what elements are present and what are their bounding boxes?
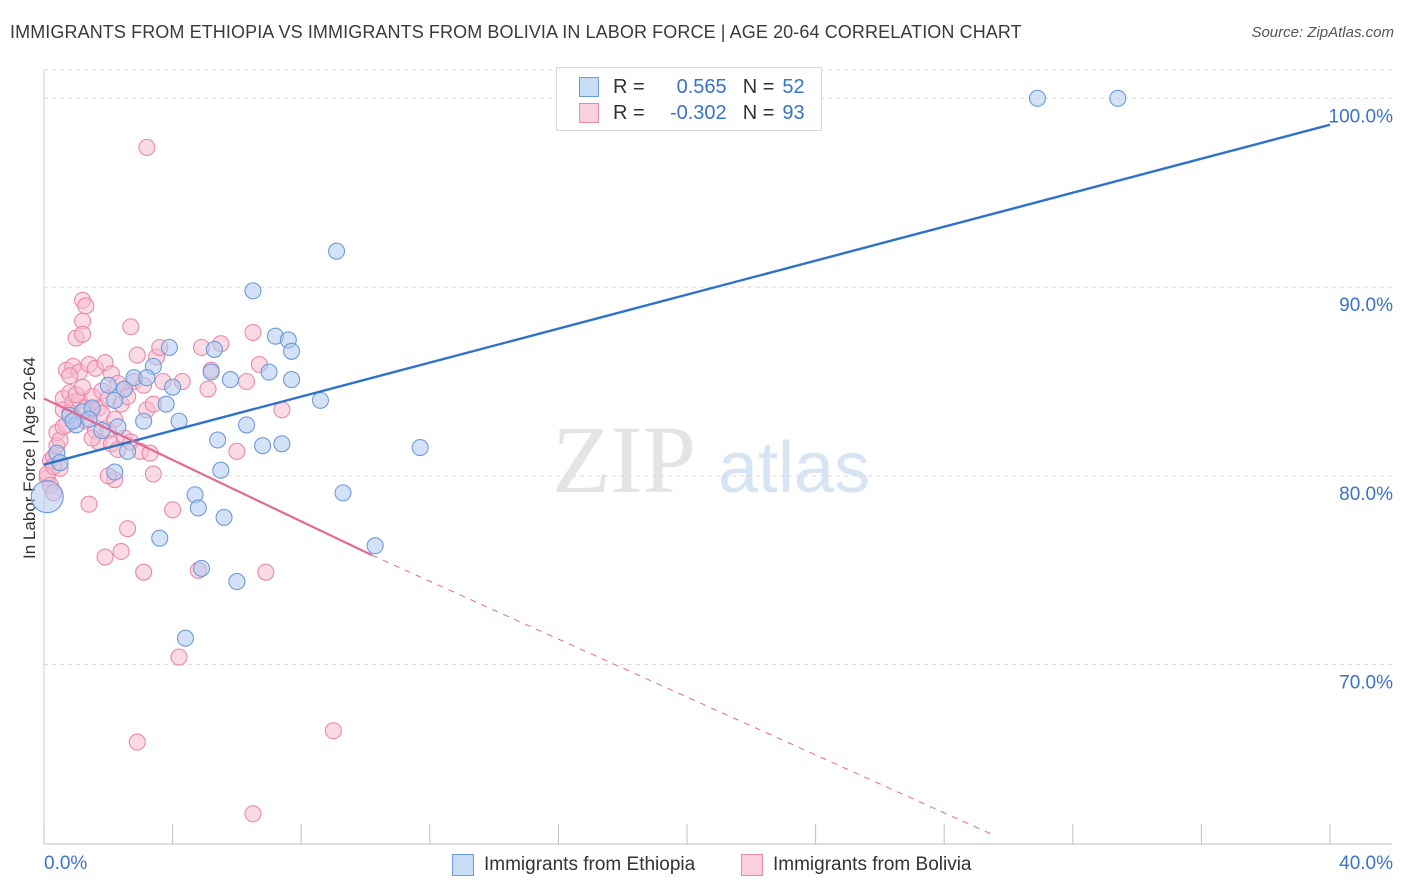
bolivia-point — [119, 520, 137, 538]
ethiopia-point — [192, 559, 211, 577]
bolivia-point — [244, 323, 262, 341]
bolivia-r-value: -0.302 — [669, 101, 727, 124]
bolivia-trend-extension — [371, 554, 993, 836]
ethiopia-point — [228, 573, 246, 591]
bolivia-point — [80, 495, 98, 513]
bolivia-point — [128, 346, 146, 364]
ethiopia-point — [212, 461, 230, 479]
ethiopia-point — [209, 431, 227, 449]
bolivia-point — [122, 318, 140, 336]
ethiopia-swatch — [579, 77, 599, 97]
ethiopia-point — [221, 371, 240, 389]
bolivia-point — [170, 648, 188, 666]
ethiopia-point — [215, 508, 233, 526]
ethiopia-point — [115, 380, 133, 398]
ethiopia-point — [260, 363, 278, 381]
ethiopia-trend-line — [43, 123, 1331, 466]
ethiopia-point — [106, 463, 124, 481]
y-tick-label: 100.0% — [1329, 106, 1394, 127]
watermark-atlas: atlas — [718, 428, 870, 508]
bolivia-legend-swatch — [741, 854, 763, 876]
bolivia-point — [77, 297, 95, 315]
x-tick-label: 40.0% — [1339, 853, 1393, 874]
ethiopia-n-value: 52 — [782, 75, 805, 98]
legend-row-ethiopia: R = 0.565 N = 52 — [579, 75, 805, 99]
ethiopia-point — [164, 378, 182, 396]
bottom-legend-bolivia: Immigrants from Bolivia — [741, 852, 972, 878]
bolivia-legend-label: Immigrants from Bolivia — [773, 854, 972, 875]
ethiopia-point — [244, 282, 262, 300]
bolivia-point — [144, 465, 162, 483]
ethiopia-point — [135, 412, 153, 430]
ethiopia-legend-label: Immigrants from Ethiopia — [484, 854, 696, 875]
watermark-zip: ZIP — [552, 406, 696, 513]
ethiopia-point — [176, 629, 195, 647]
legend-row-bolivia: R = -0.302 N = 93 — [579, 101, 805, 125]
bolivia-point — [135, 563, 153, 581]
bolivia-point — [257, 563, 275, 581]
ethiopia-point — [119, 442, 137, 460]
ethiopia-r-label: R = — [613, 75, 645, 98]
ethiopia-point — [311, 391, 330, 409]
ethiopia-point — [328, 242, 346, 260]
ethiopia-legend-swatch — [452, 854, 474, 876]
ethiopia-point — [189, 499, 207, 517]
ethiopia-point — [334, 484, 352, 502]
ethiopia-point — [157, 395, 175, 413]
bolivia-point — [74, 325, 92, 343]
bolivia-swatch — [579, 103, 599, 123]
ethiopia-point — [151, 529, 169, 547]
ethiopia-r-value: 0.565 — [676, 75, 727, 98]
bolivia-trend-line — [43, 397, 373, 557]
ethiopia-point — [254, 437, 272, 455]
bolivia-point — [324, 722, 342, 740]
ethiopia-point — [109, 418, 127, 436]
y-tick-label: 80.0% — [1339, 484, 1393, 505]
ethiopia-point — [1028, 89, 1046, 107]
ethiopia-point — [283, 342, 301, 360]
ethiopia-point — [273, 435, 291, 453]
ethiopia-point — [30, 480, 64, 514]
bolivia-n-label: N = — [742, 101, 775, 124]
bolivia-point — [244, 805, 262, 823]
ethiopia-point — [366, 537, 384, 555]
bolivia-point — [96, 548, 114, 566]
bolivia-point — [74, 378, 92, 396]
correlation-legend: R = 0.565 N = 52 R = -0.302 N = 93 — [556, 67, 822, 131]
bolivia-point — [199, 380, 217, 398]
ethiopia-point — [99, 376, 117, 394]
bolivia-r-label: R = — [613, 101, 645, 124]
bolivia-point — [228, 442, 246, 460]
ethiopia-point — [237, 416, 256, 434]
bolivia-point — [128, 733, 146, 751]
ethiopia-point — [106, 391, 124, 409]
ethiopia-n-label: N = — [742, 75, 775, 98]
bolivia-point — [138, 138, 156, 156]
bolivia-point — [164, 501, 182, 519]
bolivia-point — [112, 542, 130, 560]
ethiopia-point — [205, 340, 223, 358]
chart-title: IMMIGRANTS FROM ETHIOPIA VS IMMIGRANTS F… — [10, 22, 1022, 42]
bottom-legend-ethiopia: Immigrants from Ethiopia — [452, 852, 695, 878]
ethiopia-point — [1109, 89, 1127, 107]
ethiopia-point — [411, 439, 429, 457]
source-credit: Source: ZipAtlas.com — [1251, 24, 1394, 41]
y-tick-label: 70.0% — [1339, 673, 1393, 694]
y-tick-label: 90.0% — [1339, 295, 1393, 316]
ethiopia-point — [283, 371, 301, 389]
bolivia-n-value: 93 — [782, 101, 805, 124]
ethiopia-point — [138, 369, 156, 387]
x-tick-label: 0.0% — [44, 853, 87, 874]
bolivia-point — [237, 372, 256, 391]
bolivia-point — [61, 367, 79, 385]
ethiopia-point — [202, 363, 220, 381]
ethiopia-point — [160, 338, 178, 357]
